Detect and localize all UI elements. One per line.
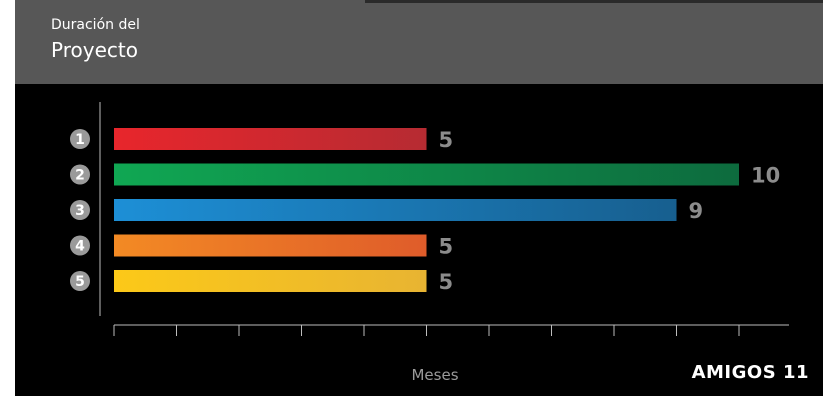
badge-circle — [70, 164, 90, 185]
chart-panel: Duración del Proyecto 1 2 3 4 5 5 10 9 5 5 Meses… — [15, 0, 823, 396]
bar-1 — [114, 128, 427, 150]
badge-circle — [70, 271, 90, 291]
category-label-2: 2 — [75, 168, 85, 184]
bar-3 — [114, 199, 677, 221]
bar-4 — [114, 234, 427, 257]
badge-circle — [70, 235, 90, 256]
category-badge-1: 1 — [70, 129, 90, 149]
bar-chart: 1 2 3 4 5 5 10 9 5 5 Meses — [70, 102, 789, 384]
value-label-2: 10 — [751, 164, 780, 188]
category-badge-5: 5 — [70, 271, 90, 291]
category-badges: 1 2 3 4 5 — [70, 129, 90, 291]
category-badge-2: 2 — [70, 164, 90, 185]
category-badge-4: 4 — [70, 235, 90, 256]
x-axis-label: Meses — [411, 366, 458, 384]
bars — [114, 128, 739, 292]
value-label-5: 5 — [439, 270, 454, 294]
header-divider — [365, 0, 823, 3]
bar-2 — [114, 163, 739, 186]
value-label-3: 9 — [689, 199, 704, 223]
category-label-5: 5 — [75, 274, 85, 290]
chart-title-line2: Proyecto — [51, 38, 138, 62]
value-label-1: 5 — [439, 128, 454, 152]
category-label-4: 4 — [75, 239, 85, 255]
value-label-4: 5 — [439, 235, 454, 259]
value-labels: 5 10 9 5 5 — [439, 128, 781, 294]
chart-header: Duración del Proyecto — [15, 0, 823, 84]
category-badge-3: 3 — [70, 200, 90, 220]
badge-circle — [70, 200, 90, 220]
category-label-1: 1 — [75, 132, 85, 148]
x-axis-ticks — [113, 325, 740, 336]
badge-circle — [70, 129, 90, 149]
category-label-3: 3 — [75, 203, 85, 219]
bar-5 — [114, 270, 427, 292]
brand-logo: AMIGOS 11 — [691, 362, 809, 383]
chart-title-line1: Duración del — [51, 17, 140, 33]
